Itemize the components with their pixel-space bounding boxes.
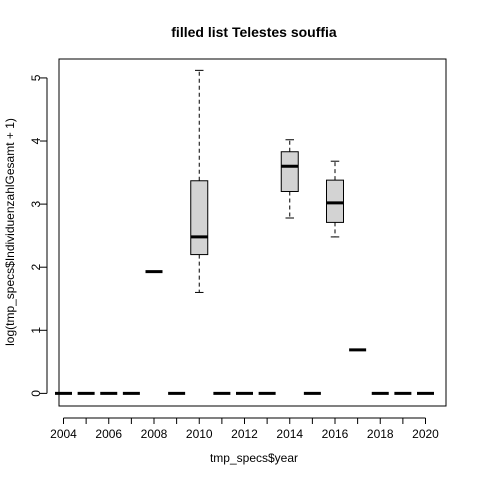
box-body <box>326 179 344 223</box>
chart-title: filled list Telestes souffia <box>171 24 337 40</box>
x-axis-label: tmp_specs$year <box>210 451 298 465</box>
box-body <box>190 180 209 256</box>
y-axis: 0 1 2 3 4 5 <box>29 74 48 397</box>
x-tick-label: 2020 <box>412 427 439 441</box>
y-tick-label: 5 <box>29 74 43 81</box>
y-axis-label: log(tmp_specs$IndividuenzahlGesamt + 1) <box>3 118 17 346</box>
x-tick-label: 2018 <box>367 427 394 441</box>
x-tick-label: 2012 <box>231 427 258 441</box>
x-tick-label: 2014 <box>276 427 303 441</box>
x-tick-label: 2004 <box>50 427 77 441</box>
box-2010 <box>190 69 209 293</box>
x-tick-label: 2010 <box>186 427 213 441</box>
x-tick-label: 2016 <box>322 427 349 441</box>
box-series <box>55 69 434 395</box>
plot-frame <box>58 58 447 407</box>
x-axis: 2004 2006 2008 2010 2012 2014 2016 2018 2020 <box>50 417 439 441</box>
y-tick-label: 2 <box>29 264 43 271</box>
x-tick-label: 2008 <box>141 427 168 441</box>
box-body <box>280 151 299 192</box>
box-2016 <box>326 160 344 238</box>
y-tick-label: 3 <box>29 200 43 207</box>
x-tick-label: 2006 <box>95 427 122 441</box>
y-tick-label: 4 <box>29 137 43 144</box>
y-tick-label: 0 <box>29 390 43 397</box>
box-2014 <box>280 139 299 219</box>
y-tick-label: 1 <box>29 327 43 334</box>
